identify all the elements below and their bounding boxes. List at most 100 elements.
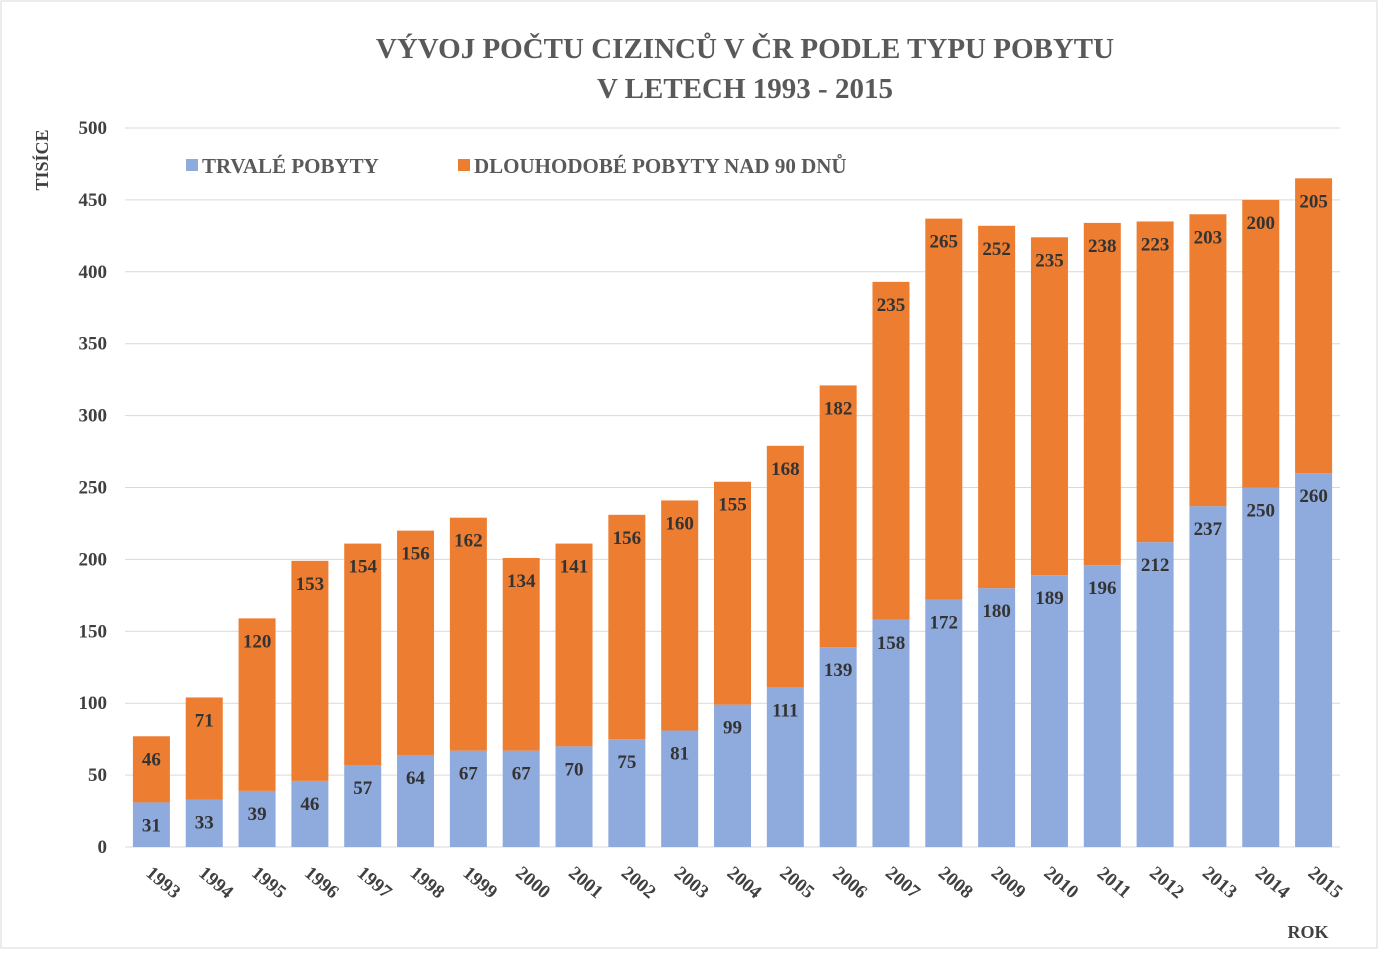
bar-segment	[872, 619, 910, 847]
bar-segment	[555, 746, 593, 847]
bar-segment	[1136, 221, 1174, 543]
data-label: 238	[1088, 236, 1117, 257]
data-label: 141	[560, 557, 589, 578]
y-tick-label: 400	[79, 262, 108, 283]
data-label: 223	[1141, 234, 1170, 255]
data-label: 64	[406, 768, 426, 789]
bar-segment	[1136, 542, 1174, 847]
y-tick-label: 350	[79, 334, 108, 355]
data-label: 260	[1299, 486, 1328, 507]
bar-segment	[1030, 575, 1068, 847]
legend-label: DLOUHODOBÉ POBYTY NAD 90 DNŮ	[474, 154, 847, 178]
chart-title: VÝVOJ POČTU CIZINCŮ V ČR PODLE TYPU POBY…	[376, 31, 1114, 65]
y-tick-label: 0	[98, 837, 108, 858]
data-label: 196	[1088, 578, 1117, 599]
y-tick-label: 450	[79, 190, 108, 211]
data-label: 237	[1194, 519, 1223, 540]
bar-segment	[766, 445, 804, 688]
bar-segment	[819, 385, 857, 648]
data-label: 212	[1141, 555, 1170, 576]
bar-segment	[714, 481, 751, 705]
bar-segment	[238, 790, 276, 847]
data-label: 180	[982, 601, 1011, 622]
bar-segment	[397, 754, 435, 847]
bar-segment	[925, 599, 963, 847]
y-tick-label: 150	[79, 621, 108, 642]
data-label: 153	[296, 574, 325, 595]
bar-segment	[1242, 199, 1280, 488]
bar-segment	[555, 543, 593, 747]
y-tick-label: 50	[88, 765, 107, 786]
bar-segment	[291, 560, 329, 781]
data-label: 33	[195, 813, 214, 834]
bar-segment	[185, 697, 223, 800]
bar-segment	[766, 687, 804, 847]
bar-segment	[925, 218, 963, 600]
data-label: 155	[718, 495, 747, 516]
bar-segment	[1083, 565, 1121, 847]
data-label: 235	[877, 295, 906, 316]
bar-segment	[344, 543, 382, 766]
bar-segment	[1295, 178, 1333, 474]
data-label: 57	[353, 778, 373, 799]
data-label: 81	[670, 744, 689, 765]
bar-segment	[1295, 473, 1333, 847]
data-label: 158	[877, 633, 906, 654]
bar-segment	[872, 281, 910, 620]
x-axis-title: ROK	[1287, 922, 1328, 942]
bar-segment	[397, 530, 435, 755]
data-label: 134	[507, 571, 536, 592]
bar-segment	[1083, 222, 1121, 566]
legend-label: TRVALÉ POBYTY	[202, 154, 379, 178]
y-tick-label: 500	[79, 118, 108, 139]
data-label: 154	[348, 557, 377, 578]
bar-segment	[608, 514, 646, 740]
data-label: 172	[930, 613, 959, 634]
data-label: 189	[1035, 588, 1064, 609]
data-label: 182	[824, 398, 853, 419]
bar-segment	[449, 517, 487, 751]
data-label: 265	[930, 232, 959, 253]
data-label: 235	[1035, 250, 1064, 271]
bar-segment	[1189, 214, 1227, 507]
data-label: 162	[454, 531, 483, 552]
bar-segment	[344, 765, 382, 847]
bar-segment	[978, 588, 1016, 847]
data-label: 200	[1247, 213, 1276, 234]
bar-segment	[608, 739, 646, 847]
bar-segment	[132, 802, 170, 847]
bar-segment	[132, 736, 170, 803]
data-label: 168	[771, 459, 800, 480]
data-label: 139	[824, 660, 853, 681]
bar-segment	[1189, 506, 1227, 847]
data-label: 156	[613, 528, 642, 549]
data-label: 111	[772, 700, 798, 721]
data-label: 156	[401, 544, 430, 565]
bar-segment	[238, 618, 276, 791]
chart-title: V LETECH 1993 - 2015	[597, 73, 893, 105]
data-label: 250	[1247, 501, 1276, 522]
bar-segment	[978, 225, 1016, 589]
bar-segment	[502, 557, 540, 751]
data-label: 252	[982, 239, 1011, 260]
bar-segment	[819, 647, 857, 847]
data-label: 67	[512, 764, 532, 785]
data-label: 120	[243, 631, 272, 652]
data-label: 31	[142, 815, 161, 836]
y-tick-label: 250	[79, 478, 108, 499]
data-label: 70	[565, 759, 584, 780]
data-label: 71	[195, 710, 214, 731]
bar-segment	[661, 500, 699, 731]
legend-swatch	[458, 159, 470, 171]
y-tick-label: 200	[79, 549, 108, 570]
data-label: 203	[1194, 227, 1223, 248]
data-label: 205	[1299, 191, 1328, 212]
bar-segment	[1242, 487, 1280, 847]
data-label: 67	[459, 764, 479, 785]
bar-segment	[291, 780, 329, 847]
bar-segment	[185, 799, 223, 847]
bar-segment	[1030, 237, 1068, 576]
data-label: 99	[723, 718, 742, 739]
y-axis-title: TISÍCE	[31, 129, 52, 190]
